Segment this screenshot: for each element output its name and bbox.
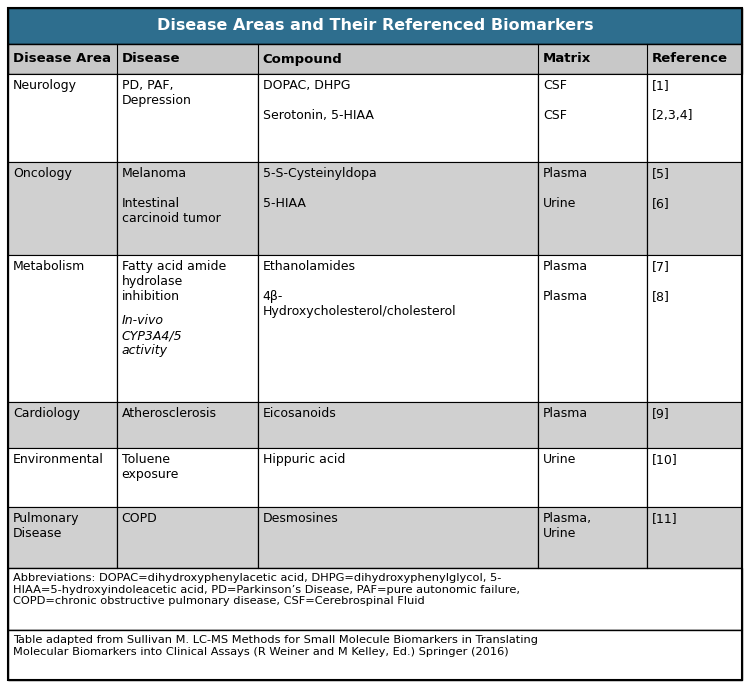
Text: Metabolism: Metabolism bbox=[13, 260, 86, 273]
Bar bbox=[117, 507, 257, 568]
Text: Oncology: Oncology bbox=[13, 167, 72, 180]
Text: [1]

[2,3,4]: [1] [2,3,4] bbox=[652, 79, 693, 122]
Bar bbox=[117, 402, 257, 448]
Text: PD, PAF,
Depression: PD, PAF, Depression bbox=[122, 79, 191, 107]
Text: DOPAC, DHPG

Serotonin, 5-HIAA: DOPAC, DHPG Serotonin, 5-HIAA bbox=[262, 79, 374, 122]
Text: Environmental: Environmental bbox=[13, 453, 104, 466]
Text: Melanoma

Intestinal
carcinoid tumor: Melanoma Intestinal carcinoid tumor bbox=[122, 167, 220, 225]
Text: Abbreviations: DOPAC=dihydroxyphenylacetic acid, DHPG=dihydroxyphenylglycol, 5-
: Abbreviations: DOPAC=dihydroxyphenylacet… bbox=[13, 573, 520, 606]
Bar bbox=[8, 74, 117, 162]
Text: Compound: Compound bbox=[262, 52, 342, 65]
Text: Reference: Reference bbox=[652, 52, 728, 65]
Text: CSF

CSF: CSF CSF bbox=[543, 79, 567, 122]
Bar bbox=[8, 568, 742, 630]
Bar bbox=[646, 402, 742, 448]
Text: Matrix: Matrix bbox=[543, 52, 591, 65]
Bar bbox=[538, 507, 646, 568]
Bar bbox=[117, 162, 257, 255]
Bar bbox=[646, 255, 742, 402]
Text: [9]: [9] bbox=[652, 407, 669, 420]
Bar bbox=[257, 74, 538, 162]
Bar bbox=[257, 255, 538, 402]
Text: In-vivo
CYP3A4/5
activity: In-vivo CYP3A4/5 activity bbox=[122, 314, 182, 357]
Text: Toluene
exposure: Toluene exposure bbox=[122, 453, 179, 481]
Text: Disease Areas and Their Referenced Biomarkers: Disease Areas and Their Referenced Bioma… bbox=[157, 19, 593, 34]
Text: [10]: [10] bbox=[652, 453, 677, 466]
Bar bbox=[646, 74, 742, 162]
Bar bbox=[538, 255, 646, 402]
Bar bbox=[257, 402, 538, 448]
Text: Ethanolamides

4β-
Hydroxycholesterol/cholesterol: Ethanolamides 4β- Hydroxycholesterol/cho… bbox=[262, 260, 456, 318]
Text: 5-S-Cysteinyldopa

5-HIAA: 5-S-Cysteinyldopa 5-HIAA bbox=[262, 167, 376, 210]
Bar bbox=[8, 402, 117, 448]
Bar bbox=[8, 255, 117, 402]
Text: Desmosines: Desmosines bbox=[262, 512, 338, 525]
Bar bbox=[117, 255, 257, 402]
Text: [5]

[6]: [5] [6] bbox=[652, 167, 670, 210]
Text: Urine: Urine bbox=[543, 453, 576, 466]
Bar bbox=[8, 448, 117, 507]
Text: Disease: Disease bbox=[122, 52, 180, 65]
Text: Atherosclerosis: Atherosclerosis bbox=[122, 407, 217, 420]
Bar bbox=[8, 630, 742, 680]
Text: [7]

[8]: [7] [8] bbox=[652, 260, 670, 303]
Text: Neurology: Neurology bbox=[13, 79, 77, 92]
Text: Fatty acid amide
hydrolase
inhibition: Fatty acid amide hydrolase inhibition bbox=[122, 260, 226, 303]
Bar bbox=[117, 448, 257, 507]
Text: Table adapted from Sullivan M. LC-MS Methods for Small Molecule Biomarkers in Tr: Table adapted from Sullivan M. LC-MS Met… bbox=[13, 635, 538, 656]
Text: [11]: [11] bbox=[652, 512, 677, 525]
Bar bbox=[257, 448, 538, 507]
Text: Plasma,
Urine: Plasma, Urine bbox=[543, 512, 592, 540]
Bar bbox=[538, 162, 646, 255]
Text: Hippuric acid: Hippuric acid bbox=[262, 453, 345, 466]
Text: Cardiology: Cardiology bbox=[13, 407, 80, 420]
Bar bbox=[257, 507, 538, 568]
Bar bbox=[646, 448, 742, 507]
Text: Pulmonary
Disease: Pulmonary Disease bbox=[13, 512, 80, 540]
Bar bbox=[8, 8, 742, 44]
Bar bbox=[538, 448, 646, 507]
Bar bbox=[8, 44, 742, 74]
Text: Eicosanoids: Eicosanoids bbox=[262, 407, 336, 420]
Text: COPD: COPD bbox=[122, 512, 158, 525]
Text: Plasma

Plasma: Plasma Plasma bbox=[543, 260, 588, 303]
Bar bbox=[8, 162, 117, 255]
Bar bbox=[257, 162, 538, 255]
Bar bbox=[8, 507, 117, 568]
Text: Disease Area: Disease Area bbox=[13, 52, 111, 65]
Bar bbox=[538, 402, 646, 448]
Bar bbox=[646, 507, 742, 568]
Bar bbox=[646, 162, 742, 255]
Text: Plasma

Urine: Plasma Urine bbox=[543, 167, 588, 210]
Bar bbox=[538, 74, 646, 162]
Bar bbox=[117, 74, 257, 162]
Text: Plasma: Plasma bbox=[543, 407, 588, 420]
